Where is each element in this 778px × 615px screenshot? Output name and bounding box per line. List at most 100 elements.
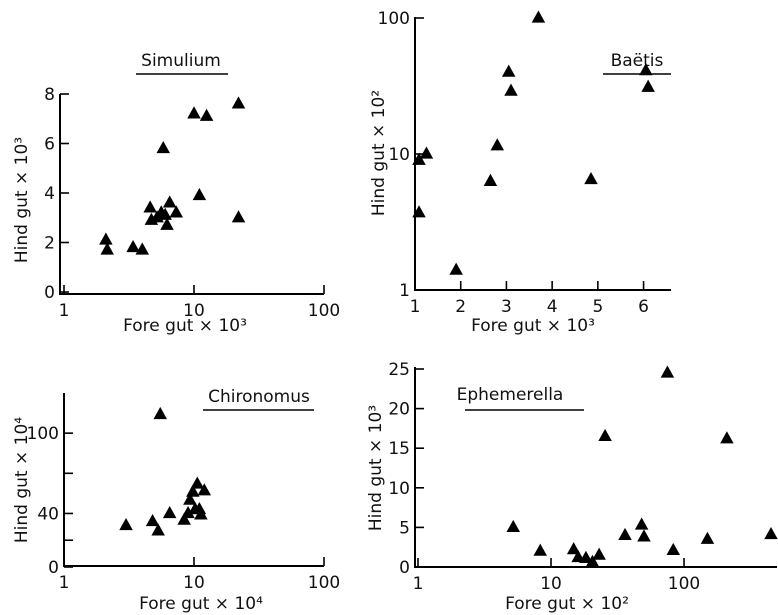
x-tick-label: 1 [59, 573, 70, 593]
data-point [592, 547, 606, 560]
data-point [153, 406, 167, 420]
y-tick-label: 0 [399, 558, 410, 578]
data-point [190, 476, 205, 489]
data-point [618, 527, 632, 540]
x-tick-label: 3 [501, 297, 512, 317]
data-point [764, 527, 778, 540]
y-axis-label: Hind gut × 10⁴ [12, 417, 32, 543]
data-point [585, 554, 600, 567]
chart-panel-1: 0 2 4 6 8 1 10 100 Simulium Fore gut × 10³ Hind gu… [12, 51, 340, 336]
data-point [531, 10, 546, 23]
data-point [598, 428, 612, 441]
y-tick-label: 100 [378, 9, 410, 29]
x-tick-label: 2 [455, 297, 466, 317]
x-tick-label: 1 [413, 574, 424, 594]
data-point [412, 152, 426, 165]
y-tick-label: 15 [388, 439, 410, 459]
chart-panel-2: 1 10 100 1 2 3 4 5 6 Baëtis Fore gut × 10³ Hind gut… [369, 9, 671, 336]
x-tick-label: 100 [668, 574, 700, 594]
x-axis-label: Fore gut × 10² [505, 594, 629, 614]
data-point [637, 529, 651, 542]
data-point [119, 518, 133, 531]
y-tick-label: 2 [44, 234, 55, 254]
data-point [660, 365, 675, 378]
x-axis-label: Fore gut × 10³ [471, 316, 595, 336]
data-point [145, 513, 160, 527]
data-point [506, 519, 520, 533]
data-point [194, 507, 208, 520]
y-axis-label: Hind gut × 10² [369, 90, 389, 216]
data-point [231, 96, 246, 109]
y-tick-label: 6 [44, 135, 55, 155]
y-axis-label: Hind gut × 10³ [12, 137, 32, 263]
axes-frame [63, 393, 324, 567]
data-point [197, 483, 212, 496]
data-point [169, 205, 183, 218]
data-point [666, 542, 681, 556]
panel-title: Ephemerella [457, 385, 564, 405]
data-point [183, 492, 197, 505]
data-point [490, 138, 505, 151]
y-tick-label: 10 [388, 145, 410, 165]
panel-title: Baëtis [611, 51, 664, 71]
data-point [700, 531, 715, 544]
chart-panel-4: 0 5 10 15 20 25 1 10 100 Ephemerella Fore gut × 10… [366, 360, 778, 614]
data-point [641, 79, 655, 92]
data-point [126, 239, 140, 253]
data-point [156, 140, 170, 154]
panel-title: Chironomus [208, 387, 310, 407]
y-tick-label: 40 [37, 504, 59, 524]
data-point [151, 523, 165, 536]
x-tick-label: 100 [308, 573, 340, 593]
y-tick-label: 4 [44, 184, 55, 204]
data-point [135, 242, 150, 255]
y-tick-label: 0 [44, 283, 55, 303]
data-point [566, 542, 581, 555]
data-point [143, 200, 157, 213]
data-point [412, 205, 426, 218]
data-point [419, 146, 434, 159]
x-tick-label: 1 [410, 297, 421, 317]
x-axis-label: Fore gut × 10⁴ [139, 594, 263, 614]
axes-frame [59, 94, 324, 295]
data-point [634, 517, 649, 530]
data-point [639, 63, 653, 76]
x-tick-label: 10 [540, 574, 562, 594]
data-point [501, 64, 516, 77]
data-point [160, 217, 174, 230]
data-point [449, 262, 463, 275]
y-axis-label: Hind gut × 10³ [366, 405, 386, 531]
data-point [504, 83, 518, 96]
x-tick-label: 6 [638, 297, 649, 317]
y-tick-label: 0 [48, 558, 59, 578]
y-tick-label: 5 [399, 518, 410, 538]
data-point [579, 550, 593, 563]
data-point [162, 505, 177, 519]
x-tick-label: 10 [183, 573, 205, 593]
y-tick-label: 10 [388, 479, 410, 499]
data-point [181, 505, 195, 519]
y-tick-label: 25 [388, 360, 410, 380]
data-point [186, 484, 200, 497]
data-point [231, 210, 246, 223]
x-tick-label: 100 [308, 301, 340, 321]
x-tick-label: 4 [547, 297, 558, 317]
x-tick-label: 5 [592, 297, 603, 317]
data-point [483, 173, 498, 186]
data-point [100, 242, 114, 255]
x-tick-label: 10 [183, 301, 205, 321]
data-point [720, 431, 734, 444]
data-point [99, 232, 113, 245]
x-tick-label: 1 [59, 301, 70, 321]
y-tick-label: 1 [399, 281, 410, 301]
data-point [162, 195, 177, 208]
data-point [192, 187, 207, 201]
panel-title: Simulium [141, 51, 221, 71]
x-axis-label: Fore gut × 10³ [123, 316, 247, 336]
data-point [177, 512, 191, 525]
data-point [533, 543, 547, 556]
chart-panel-3: 0 40 100 1 10 100 Chironomus Fore gut × 10⁴ Hind… [12, 387, 340, 614]
data-point [158, 207, 172, 220]
data-point [584, 171, 598, 185]
